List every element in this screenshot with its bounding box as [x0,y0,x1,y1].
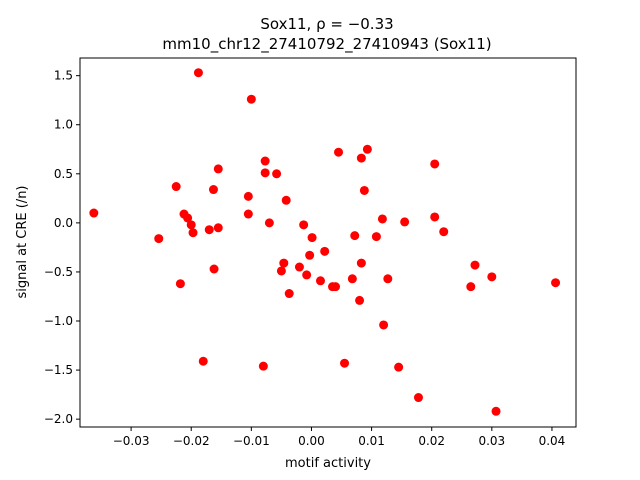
y-tick-label: 1.0 [54,118,73,132]
data-point [350,231,360,241]
data-point [340,358,350,368]
x-tick-label: 0.02 [418,434,445,448]
data-point [487,272,497,282]
data-point [279,258,289,268]
data-point [193,68,203,78]
data-points [89,68,561,416]
data-point [359,185,369,195]
y-tick-label: −0.5 [44,265,73,279]
y-axis-label: signal at CRE (/n) [15,185,30,298]
data-point [347,274,357,284]
y-tick-label: −2.0 [44,412,73,426]
data-point [470,260,480,270]
x-tick-label: −0.03 [113,434,150,448]
data-point [258,361,268,371]
y-tick-label: 0.5 [54,167,73,181]
data-point [188,228,198,238]
data-point [307,233,317,243]
x-tick-label: 0.00 [298,434,325,448]
data-point [281,195,291,205]
data-point [260,168,270,178]
plot-area-frame [79,57,577,428]
data-point [213,223,223,233]
data-point [276,266,286,276]
data-point [305,250,315,260]
data-point [356,153,366,163]
data-point [154,234,164,244]
data-point [260,156,270,166]
data-point [356,258,366,268]
data-point [204,225,214,235]
data-point [171,182,181,192]
data-point [371,232,381,242]
x-tick-label: 0.04 [539,434,566,448]
data-point [413,393,423,403]
x-axis-ticks: −0.03 −0.02 −0.01 0.00 0.01 0.02 0.03 0.04 [113,427,566,448]
data-point [491,406,501,416]
x-tick-label: −0.01 [233,434,270,448]
data-point [213,164,223,174]
data-point [294,262,304,272]
y-tick-label: 0.0 [54,216,73,230]
data-point [400,217,410,227]
data-point [272,169,282,179]
data-point [355,295,365,305]
data-point [320,246,330,256]
data-point [439,227,449,237]
y-tick-label: −1.5 [44,363,73,377]
data-point [334,147,344,157]
data-point [246,94,256,104]
data-point [198,356,208,366]
data-point [430,212,440,222]
data-point [264,218,274,228]
data-point [383,274,393,284]
x-tick-label: −0.02 [173,434,210,448]
data-point [175,279,185,289]
data-point [430,159,440,169]
data-point [315,276,325,286]
x-axis-label: motif activity [285,456,371,471]
data-point [243,191,253,201]
data-point [284,289,294,299]
data-point [362,144,372,154]
data-point [299,220,309,230]
data-point [377,214,387,224]
data-point [302,270,312,280]
x-tick-label: 0.01 [358,434,385,448]
data-point [551,278,561,288]
data-point [89,208,99,218]
chart-title-line-1: Sox11, ρ = −0.33 [260,15,393,33]
data-point [183,213,193,223]
data-point [209,264,219,274]
data-point [466,282,476,292]
data-point [394,362,404,372]
data-point [331,282,341,292]
data-point [379,320,389,330]
data-point [208,185,218,195]
y-tick-label: −1.0 [44,314,73,328]
chart-title-line-2: mm10_chr12_27410792_27410943 (Sox11) [162,35,491,54]
data-point [186,220,196,230]
y-tick-label: 1.5 [54,69,73,83]
data-point [243,209,253,219]
y-axis-ticks: −2.0 −1.5 −1.0 −0.5 0.0 0.5 1.0 1.5 [44,69,80,426]
x-tick-label: 0.03 [478,434,505,448]
